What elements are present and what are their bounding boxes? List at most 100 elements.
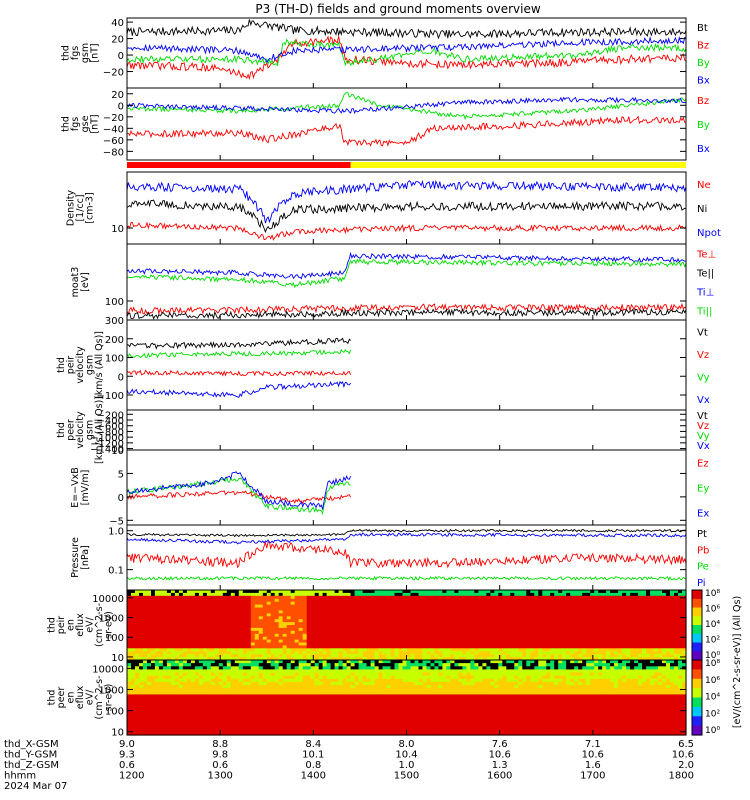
spectrogram-cell	[554, 639, 559, 644]
spectrogram-cell	[147, 592, 152, 597]
spectrogram-cell	[466, 651, 471, 655]
spectrogram-cell	[238, 663, 244, 667]
spectrogram-cell	[286, 675, 292, 680]
spectrogram-cell	[390, 636, 396, 641]
spectrogram-cell	[182, 691, 188, 695]
spectrogram-cell	[318, 691, 324, 695]
spectrogram-cell	[218, 595, 224, 600]
spectrogram-cell	[358, 630, 364, 635]
spectrogram-cell	[310, 719, 316, 724]
spectrogram-cell	[178, 622, 184, 626]
spectrogram-cell	[410, 633, 416, 638]
spectrogram-cell	[151, 728, 156, 733]
spectrogram-cell	[474, 625, 479, 629]
spectrogram-cell	[490, 590, 495, 594]
spectrogram-cell	[650, 616, 655, 620]
spectrogram-cell	[470, 654, 475, 658]
spectrogram-cell	[238, 703, 244, 708]
spectrogram-cell	[666, 627, 671, 632]
spectrogram-cell	[266, 731, 272, 736]
spectrogram-cell	[242, 663, 248, 667]
spectrogram-cell	[238, 654, 244, 658]
spectrogram-cell	[422, 633, 428, 638]
spectrogram-cell	[302, 627, 308, 632]
spectrogram-cell	[642, 651, 647, 655]
spectrogram-cell	[202, 630, 208, 635]
spectrogram-cell	[194, 703, 200, 708]
spectrogram-cell	[306, 590, 312, 594]
spectrogram-cell	[346, 681, 352, 686]
spectrogram-cell	[302, 642, 308, 646]
spectrogram-cell	[135, 697, 140, 702]
spectrogram-cell	[178, 601, 184, 606]
spectrogram-cell	[202, 625, 208, 629]
spectrogram-cell	[522, 636, 527, 641]
spectrogram-cell	[254, 731, 260, 736]
spectrogram-cell	[242, 703, 248, 708]
spectrogram-cell	[206, 636, 212, 641]
spectrogram-cell	[190, 616, 196, 620]
spectrogram-cell	[602, 645, 607, 649]
spectrogram-cell	[210, 604, 216, 609]
spectrogram-cell	[266, 681, 272, 686]
spectrogram-cell	[210, 595, 216, 600]
spectrogram-cell	[254, 716, 260, 720]
spectrogram-cell	[158, 592, 164, 597]
series-By-fgs_gse	[126, 92, 687, 121]
spectrogram-cell	[294, 657, 300, 661]
spectrogram-cell	[306, 685, 312, 689]
spectrogram-cell	[127, 616, 132, 620]
spectrogram-cell	[438, 627, 443, 632]
spectrogram-cell	[194, 669, 200, 674]
spectrogram-cell	[306, 627, 312, 632]
spectrogram-cell	[135, 700, 140, 705]
spectrogram-cell	[598, 622, 603, 626]
spectrogram-cell	[147, 604, 152, 609]
spectrogram-cell	[147, 710, 152, 714]
spectrogram-cell	[151, 595, 156, 600]
spectrogram-cell	[662, 616, 667, 620]
spectrogram-cell	[226, 592, 232, 597]
spectrogram-cell	[546, 627, 551, 632]
spectrogram-cell	[278, 731, 284, 736]
spectrogram-cell	[314, 722, 320, 727]
spectrogram-cell	[518, 610, 523, 614]
spectrogram-cell	[202, 633, 208, 638]
spectrogram-cell	[650, 590, 655, 594]
spectrogram-cell	[147, 685, 152, 689]
y-tick-label: −40	[103, 124, 124, 135]
spectrogram-cell	[190, 613, 196, 617]
spectrogram-cell	[534, 630, 539, 635]
spectrogram-cell	[670, 651, 675, 655]
spectrogram-cell	[131, 731, 136, 736]
spectrogram-cell	[610, 648, 615, 652]
spectrogram-cell	[382, 601, 388, 606]
spectrogram-cell	[366, 625, 372, 629]
spectrogram-cell	[270, 691, 276, 695]
spectrogram-cell	[278, 660, 284, 664]
spectrogram-cell	[306, 648, 312, 652]
spectrogram-cell	[462, 595, 467, 600]
spectrogram-cell	[494, 645, 499, 649]
spectrogram-cell	[606, 657, 611, 661]
y-axis-label: Density[1/cc][cm-3]	[66, 190, 96, 226]
spectrogram-cell	[326, 642, 332, 646]
spectrogram-cell	[127, 691, 132, 695]
spectrogram-cell	[298, 642, 304, 646]
spectrogram-cell	[646, 604, 651, 609]
spectrogram-cell	[310, 666, 316, 670]
spectrogram-cell	[442, 590, 447, 594]
spectrogram-cell	[338, 633, 344, 638]
spectrogram-cell	[242, 657, 248, 661]
spectrogram-cell	[202, 622, 208, 626]
spectrogram-cell	[586, 648, 591, 652]
spectrogram-cell	[322, 610, 328, 614]
spectrogram-cell	[186, 666, 192, 670]
spectrogram-cell	[622, 633, 627, 638]
spectrogram-cell	[586, 633, 591, 638]
spectrogram-cell	[602, 592, 607, 597]
spectrogram-cell	[422, 595, 428, 600]
spectrogram-cell	[386, 604, 392, 609]
spectrogram-cell	[294, 678, 300, 683]
spectrogram-cell	[258, 604, 264, 609]
